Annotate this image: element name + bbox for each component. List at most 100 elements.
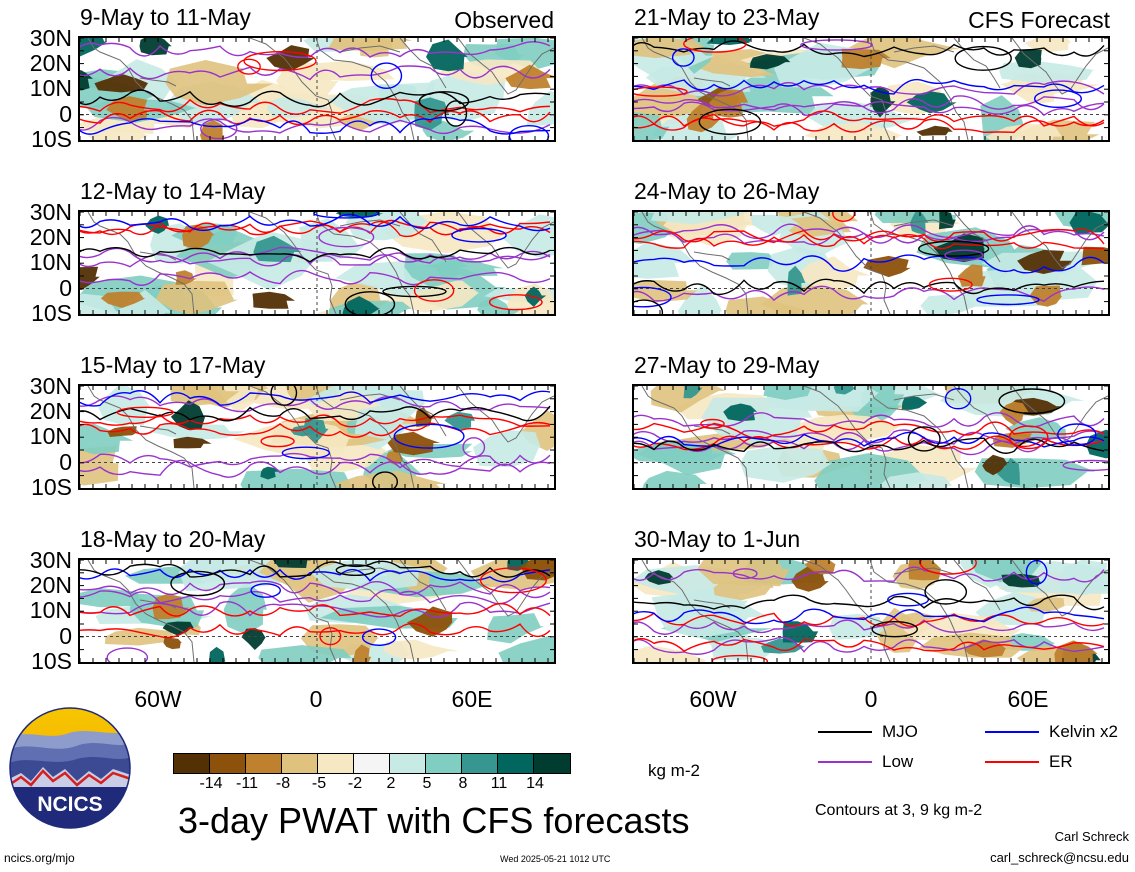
lat-label: 10S bbox=[31, 300, 72, 326]
panel-date-p6: 27-May to 29-May bbox=[634, 352, 820, 378]
panel-tag-observed: Observed bbox=[454, 7, 554, 33]
map-plot bbox=[80, 560, 554, 662]
colorbar-tick-label: -11 bbox=[236, 775, 258, 792]
map-panel-p3 bbox=[78, 210, 556, 316]
logo-text: NCICS bbox=[37, 793, 102, 816]
wave-contours bbox=[634, 38, 1105, 136]
wave-contours bbox=[634, 560, 1105, 662]
wave-contours bbox=[80, 560, 551, 662]
colorbar-swatch bbox=[390, 754, 426, 773]
contours-note: Contours at 3, 9 kg m-2 bbox=[815, 802, 983, 819]
lon-label: 60W bbox=[134, 686, 182, 712]
lat-label: 20N bbox=[29, 398, 72, 424]
coastlines bbox=[87, 212, 554, 314]
legend-kelvin-line bbox=[985, 731, 1039, 733]
lat-label: 0 bbox=[59, 101, 72, 127]
legend-low: Low bbox=[818, 752, 913, 772]
lon-label: 0 bbox=[864, 686, 878, 712]
colorbar-swatch bbox=[246, 754, 282, 773]
lat-label: 0 bbox=[59, 449, 72, 475]
legend-low-label: Low bbox=[882, 752, 914, 771]
legend-mjo-label: MJO bbox=[882, 722, 918, 741]
coastlines bbox=[641, 212, 1108, 314]
axis-ticks bbox=[80, 386, 554, 488]
wave-contours bbox=[80, 212, 551, 314]
lat-label: 10S bbox=[31, 474, 72, 500]
lat-label: 10S bbox=[31, 126, 72, 152]
legend-kelvin: Kelvin x2 bbox=[985, 722, 1118, 742]
colorbar-tick-label: 11 bbox=[490, 775, 508, 792]
lon-label: 60E bbox=[1007, 686, 1049, 712]
panel-date-p8: 30-May to 1-Jun bbox=[634, 526, 801, 552]
lat-label: 20N bbox=[29, 50, 72, 76]
colorbar-swatch bbox=[498, 754, 534, 773]
panel-date-p1: 9-May to 11-May bbox=[80, 4, 251, 30]
panel-date-p4: 24-May to 26-May bbox=[634, 178, 820, 204]
wave-contours bbox=[634, 387, 1108, 471]
map-panel-p8 bbox=[632, 558, 1110, 664]
lon-label: 60E bbox=[451, 686, 493, 712]
lat-label: 10S bbox=[31, 648, 72, 674]
colorbar-swatch bbox=[174, 754, 210, 773]
colorbar-swatch bbox=[354, 754, 390, 773]
map-panel-p5 bbox=[78, 384, 556, 490]
wave-contours bbox=[634, 212, 1105, 314]
lat-label: 30N bbox=[29, 373, 72, 399]
wave-contours bbox=[80, 386, 551, 488]
colorbar-tick-label: -8 bbox=[275, 775, 291, 792]
colorbar-tick-label: 5 bbox=[422, 775, 432, 792]
map-plot bbox=[634, 560, 1108, 662]
legend-mjo-line bbox=[818, 731, 872, 733]
pwat-shading bbox=[634, 386, 1108, 488]
lon-label: 0 bbox=[309, 686, 323, 712]
panel-date-p3: 12-May to 14-May bbox=[80, 178, 266, 204]
colorbar-swatch bbox=[534, 754, 570, 773]
colorbar-tick-label: -14 bbox=[199, 775, 223, 792]
ncics-logo: NCICS bbox=[9, 707, 131, 829]
colorbar-unit: kg m-2 bbox=[648, 761, 700, 780]
lat-label: 30N bbox=[29, 199, 72, 225]
colorbar-swatch bbox=[210, 754, 246, 773]
map-plot bbox=[80, 38, 554, 140]
map-plot bbox=[634, 38, 1108, 140]
axis-ticks bbox=[634, 212, 1108, 314]
colorbar-tick-label: 2 bbox=[386, 775, 396, 792]
lat-label: 10N bbox=[29, 597, 72, 623]
map-plot bbox=[80, 386, 554, 488]
map-panel-p2 bbox=[632, 36, 1110, 142]
map-panel-p4 bbox=[632, 210, 1110, 316]
figure-title: 3-day PWAT with CFS forecasts bbox=[178, 800, 690, 841]
axis-ticks bbox=[634, 560, 1108, 662]
colorbar-tick-label: 14 bbox=[526, 775, 544, 792]
colorbar-swatch bbox=[318, 754, 354, 773]
panel-date-p2: 21-May to 23-May bbox=[634, 4, 820, 30]
axis-ticks bbox=[634, 38, 1108, 140]
lat-label: 20N bbox=[29, 572, 72, 598]
coastlines bbox=[87, 38, 554, 140]
colorbar-swatch bbox=[462, 754, 498, 773]
colorbar-swatch bbox=[426, 754, 462, 773]
author-name: Carl Schreck bbox=[1054, 829, 1129, 844]
lat-label: 30N bbox=[29, 25, 72, 51]
author-email: carl_schreck@ncsu.edu bbox=[990, 850, 1129, 865]
colorbar-swatch bbox=[282, 754, 318, 773]
legend-low-line bbox=[818, 761, 872, 763]
panel-date-p7: 18-May to 20-May bbox=[80, 526, 266, 552]
legend-er-label: ER bbox=[1049, 752, 1073, 771]
map-panel-p1 bbox=[78, 36, 556, 142]
lon-label: 60W bbox=[689, 686, 737, 712]
footer-timestamp: Wed 2025-05-21 1012 UTC bbox=[500, 854, 611, 864]
map-panel-p7 bbox=[78, 558, 556, 664]
legend-mjo: MJO bbox=[818, 722, 918, 742]
lat-label: 0 bbox=[59, 275, 72, 301]
colorbar-tick-label: -5 bbox=[311, 775, 327, 792]
panel-tag-cfs-forecast: CFS Forecast bbox=[968, 7, 1110, 33]
legend-kelvin-label: Kelvin x2 bbox=[1049, 722, 1118, 741]
map-plot bbox=[634, 386, 1108, 488]
lat-label: 0 bbox=[59, 623, 72, 649]
map-plot bbox=[80, 212, 554, 314]
lat-label: 10N bbox=[29, 75, 72, 101]
colorbar-tick-label: 8 bbox=[458, 775, 468, 792]
lat-label: 30N bbox=[29, 547, 72, 573]
axis-ticks bbox=[634, 386, 1108, 488]
